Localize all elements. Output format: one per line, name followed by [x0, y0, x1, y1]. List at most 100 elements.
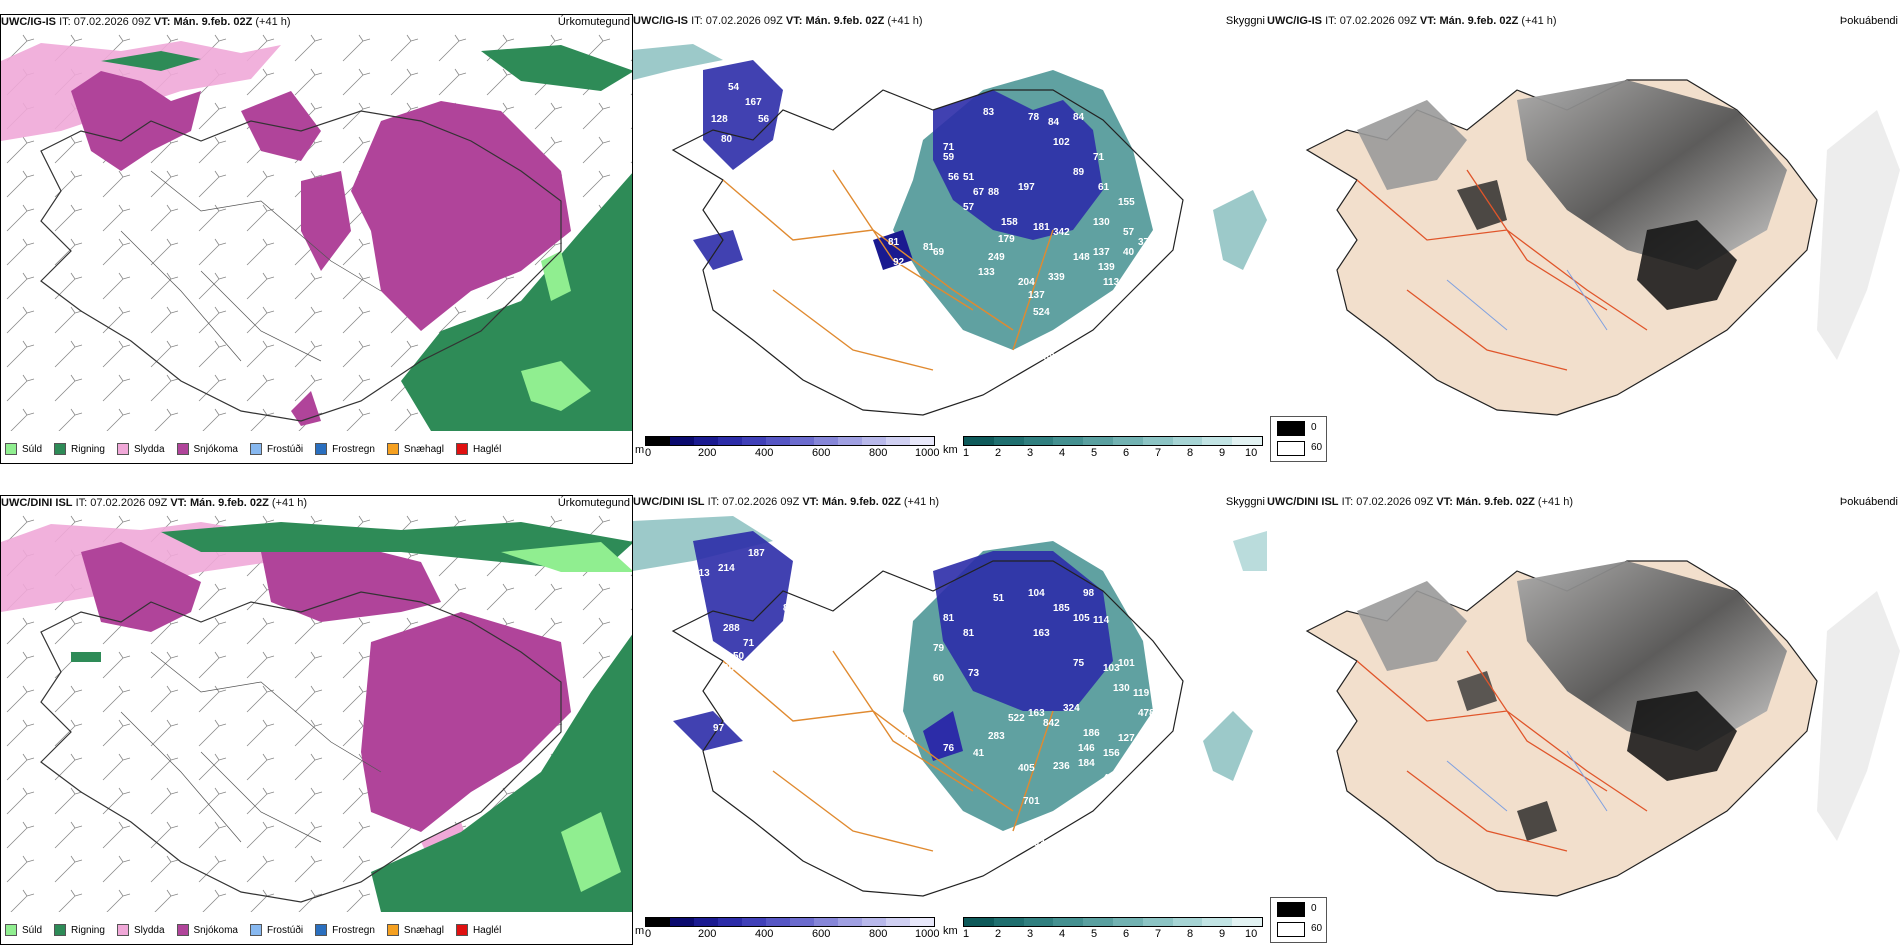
svg-text:83: 83 [983, 107, 995, 118]
vt-value: Mán. 9.feb. 02Z [1455, 496, 1535, 508]
svg-text:105: 105 [1073, 613, 1090, 624]
svg-text:73: 73 [968, 668, 980, 679]
lead-time: (+41 h) [1521, 15, 1557, 27]
it-value: 07.02.2026 09Z [1339, 15, 1417, 27]
svg-text:51: 51 [963, 172, 975, 183]
svg-text:163: 163 [1033, 628, 1050, 639]
precip-type-map [1, 31, 632, 431]
svg-text:405: 405 [1018, 763, 1035, 774]
fog-panel-bottom: UWC/DINI ISL IT: 07.02.2026 09Z VT: Mán.… [1267, 495, 1900, 945]
svg-text:139: 139 [1098, 262, 1115, 273]
svg-text:40: 40 [1123, 247, 1135, 258]
it-label: IT: [691, 15, 703, 27]
svg-text:158: 158 [1001, 217, 1018, 228]
ceiling-unit: m [635, 444, 645, 456]
svg-text:98: 98 [1083, 588, 1095, 599]
vis-unit: km [943, 444, 958, 456]
svg-text:81: 81 [888, 237, 900, 248]
fog-map [1305, 79, 1900, 416]
lead-time: (+41 h) [903, 496, 940, 508]
panel-header: UWC/DINI ISL IT: 07.02.2026 09Z VT: Mán.… [633, 495, 1267, 509]
vt-label: VT: [785, 15, 803, 27]
svg-text:342: 342 [1053, 227, 1070, 238]
svg-text:56: 56 [948, 172, 960, 183]
svg-text:524: 524 [1033, 307, 1050, 318]
legend-item: Slydda [116, 443, 165, 455]
svg-text:79: 79 [933, 643, 945, 654]
svg-text:86: 86 [688, 593, 700, 604]
it-value: 07.02.2026 09Z [90, 497, 168, 509]
svg-text:197: 197 [1018, 182, 1035, 193]
svg-text:388: 388 [1038, 352, 1055, 363]
svg-text:92: 92 [893, 257, 905, 268]
svg-text:163: 163 [1028, 708, 1045, 719]
svg-text:249: 249 [988, 252, 1005, 263]
it-value: 07.02.2026 09Z [73, 16, 151, 28]
svg-text:57: 57 [963, 202, 975, 213]
ceiling-unit: m [635, 925, 645, 937]
svg-text:49: 49 [733, 708, 745, 719]
svg-text:478: 478 [1138, 708, 1155, 719]
it-value: 07.02.2026 09Z [722, 496, 800, 508]
lead-time: (+41 h) [271, 497, 308, 509]
model-name: UWC/IG-IS [1, 16, 56, 28]
svg-text:137: 137 [1093, 247, 1110, 258]
svg-text:155: 155 [1118, 197, 1135, 208]
visibility-map: 187 213 214 86 82 288 71 50 65 49 97 92 … [633, 516, 1267, 897]
svg-text:102: 102 [1053, 137, 1070, 148]
svg-text:119: 119 [1133, 688, 1150, 699]
panel-title: Skyggni [1225, 496, 1265, 508]
legend-item: Haglél [455, 924, 501, 936]
svg-text:101: 101 [1118, 658, 1135, 669]
legend-item: Haglél [455, 443, 501, 455]
model-name: UWC/DINI ISL [1, 497, 73, 509]
svg-text:133: 133 [978, 267, 995, 278]
svg-text:491: 491 [1103, 773, 1120, 784]
svg-text:88: 88 [988, 187, 1000, 198]
svg-text:81: 81 [963, 628, 975, 639]
svg-text:89: 89 [1073, 167, 1085, 178]
it-label: IT: [707, 496, 720, 508]
svg-text:82: 82 [783, 603, 795, 614]
vt-value: Mán. 9.feb. 02Z [805, 15, 885, 27]
legend-item: Snæhagl [386, 443, 444, 455]
svg-text:842: 842 [1043, 718, 1060, 729]
svg-text:283: 283 [988, 731, 1005, 742]
lead-time: (+41 h) [255, 16, 291, 28]
svg-text:75: 75 [1073, 658, 1085, 669]
vt-label: VT: [170, 497, 187, 509]
svg-text:54: 54 [728, 82, 740, 93]
svg-text:137: 137 [1028, 290, 1045, 301]
vis-unit: km [943, 925, 958, 937]
svg-text:288: 288 [723, 623, 740, 634]
svg-text:127: 127 [1118, 733, 1135, 744]
svg-text:81: 81 [923, 242, 935, 253]
legend-item: Slydda [116, 924, 165, 936]
svg-text:146: 146 [1078, 743, 1095, 754]
svg-text:236: 236 [1053, 761, 1070, 772]
panel-title: Þokuábendi [1839, 15, 1898, 27]
svg-text:57: 57 [1123, 227, 1135, 238]
svg-text:130: 130 [1113, 683, 1130, 694]
svg-text:61: 61 [1098, 182, 1110, 193]
vt-value: Mán. 9.feb. 02Z [173, 16, 253, 28]
vt-value: Mán. 9.feb. 02Z [821, 496, 901, 508]
ceiling-labels-bottom: 187 213 214 86 82 288 71 50 65 49 97 92 … [688, 548, 1155, 849]
visibility-panel-top: UWC/IG-IS IT: 07.02.2026 09Z VT: Mán. 9.… [633, 14, 1267, 464]
lead-time: (+41 h) [887, 15, 923, 27]
svg-text:339: 339 [1048, 272, 1065, 283]
svg-text:130: 130 [1093, 217, 1110, 228]
legend-item: Snæhagl [386, 924, 444, 936]
svg-text:60: 60 [933, 673, 945, 684]
svg-text:181: 181 [1033, 222, 1050, 233]
model-name: UWC/DINI ISL [633, 496, 705, 508]
lead-time: (+41 h) [1537, 496, 1574, 508]
svg-text:81: 81 [833, 237, 845, 248]
svg-text:187: 187 [748, 548, 765, 559]
svg-text:701: 701 [1023, 796, 1040, 807]
visibility-colorbar: 1 2 3 4 5 6 7 8 9 10 [963, 917, 1263, 941]
it-label: IT: [1325, 15, 1337, 27]
svg-text:67: 67 [973, 187, 985, 198]
svg-text:65: 65 [723, 663, 735, 674]
svg-text:184: 184 [1078, 758, 1095, 769]
